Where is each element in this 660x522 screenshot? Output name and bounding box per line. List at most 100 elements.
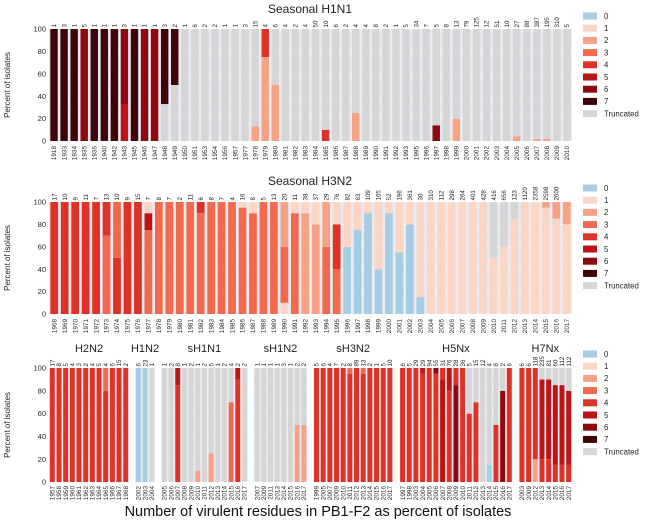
bar-segment-4	[539, 459, 545, 482]
bar-segment-3	[102, 235, 111, 314]
x-tick-label: 1957	[232, 146, 239, 161]
count-label: 401	[470, 190, 477, 201]
x-tick-label: 1940	[102, 146, 109, 161]
bar-segment-2	[543, 138, 551, 141]
x-tick-label: 1989	[271, 319, 278, 334]
bar-segment-1	[510, 218, 519, 314]
bar-segment-1	[426, 202, 435, 314]
bar-segment-4	[60, 202, 69, 314]
count-label: 4	[70, 363, 77, 367]
bar-segment-truncated	[181, 29, 189, 141]
x-tick-label: 2003	[418, 319, 425, 334]
count-label: 30	[418, 193, 425, 200]
count-label: 29	[420, 359, 427, 366]
count-label: 4	[363, 24, 370, 28]
bar-segment-2	[261, 57, 269, 141]
count-label: 8	[373, 24, 380, 28]
y-tick-label: 20	[38, 114, 46, 123]
bar-segment-4	[175, 385, 181, 482]
legend-entry: 6	[604, 423, 608, 432]
x-tick-label: 2013	[360, 486, 367, 501]
bar-segment-4	[49, 368, 55, 482]
bar-segment-truncated	[563, 29, 571, 141]
x-tick-label: 1968	[51, 319, 58, 334]
bar-segment-truncated	[482, 29, 491, 141]
x-tick-label: 1960	[70, 486, 77, 501]
count-label: 23	[142, 359, 149, 366]
bar-segment-1	[447, 202, 456, 314]
count-label: 2358	[533, 186, 540, 200]
bar-segment-4	[50, 202, 59, 314]
count-label: 10	[62, 193, 69, 200]
bar-segment-1	[562, 224, 571, 314]
x-tick-label: 2011	[268, 486, 275, 500]
bar-segment-truncated	[161, 368, 167, 482]
x-tick-label: 2003	[519, 486, 526, 501]
x-tick-label: 2015	[374, 486, 381, 501]
bar-segment-truncated	[311, 29, 320, 141]
x-tick-label: 1959	[63, 486, 70, 501]
bar-segment-1	[332, 202, 341, 225]
bar-segment-truncated	[281, 29, 290, 141]
bar-segment-truncated	[288, 368, 293, 482]
bar-segment-4	[526, 368, 532, 482]
legend-entry: 2	[604, 208, 608, 217]
bar-segment-4	[56, 368, 62, 482]
x-tick-label: 2007	[534, 146, 541, 161]
count-label: 3	[76, 363, 83, 367]
x-tick-label: 2012	[533, 486, 540, 501]
x-tick-label: 1998	[443, 146, 450, 161]
x-tick-label: 1989	[363, 146, 370, 161]
x-tick-label: 1963	[90, 486, 97, 501]
bar-segment-3	[228, 202, 236, 314]
bar-segment-truncated	[546, 368, 552, 380]
bar-segment-4	[320, 368, 326, 482]
bar-segment-7	[130, 29, 139, 141]
x-tick-label: 2013	[480, 486, 487, 501]
count-label: 55	[433, 359, 440, 366]
bar-segment-truncated	[231, 29, 239, 141]
bar-segment-4	[69, 368, 75, 482]
bar-segment-5	[552, 385, 558, 465]
bar-group: H2N2 17 1957 8 1958 5 1959 4 1960 3 1961 2 1962 4 1963…	[49, 343, 130, 500]
y-tick-label: 100	[33, 198, 46, 207]
count-label: 118	[533, 356, 540, 366]
bar-segment-4	[71, 202, 80, 314]
count-label: 16	[240, 193, 247, 200]
bar-segment-truncated	[168, 368, 174, 482]
bar-segment-truncated	[472, 29, 481, 141]
legend-entry: 2	[604, 374, 608, 383]
bar-segment-4	[566, 464, 572, 482]
x-tick-label: 1943	[122, 146, 129, 161]
legend-swatch	[583, 411, 597, 419]
x-tick-label: 1968	[123, 486, 130, 501]
bar-segment-1	[280, 302, 289, 314]
bar-segment-truncated	[221, 368, 227, 482]
count-label: 12	[484, 20, 491, 27]
x-axis-label: Number of virulent residues in PB1-F2 as…	[125, 504, 512, 520]
x-tick-label: 2011	[501, 319, 508, 333]
legend-entry: 1	[604, 24, 608, 33]
count-label: 1	[71, 24, 78, 28]
x-tick-label: 1996	[344, 319, 351, 334]
bar-segment-truncated	[412, 29, 420, 141]
x-tick-label: 1999	[376, 319, 383, 334]
x-tick-label: 1981	[283, 146, 290, 161]
bar-segment-3	[270, 202, 278, 314]
x-tick-label: 2012	[354, 486, 361, 501]
bar-segment-4	[321, 129, 330, 141]
count-label: 5	[314, 363, 321, 367]
x-tick-label: 2002	[407, 319, 414, 334]
bar-segment-6	[150, 29, 159, 141]
group-title: H7Nx	[532, 343, 560, 355]
y-tick-label: 0	[42, 310, 46, 319]
x-tick-label: 1992	[302, 319, 309, 334]
bar-segment-truncated	[480, 368, 486, 482]
legend-swatch	[583, 97, 597, 105]
bar-segment-truncated	[502, 29, 511, 141]
bar-segment-truncated	[422, 29, 430, 141]
legend-swatch	[583, 387, 597, 395]
x-tick-label: 2015	[228, 486, 235, 501]
group-title: H2N2	[75, 343, 103, 355]
